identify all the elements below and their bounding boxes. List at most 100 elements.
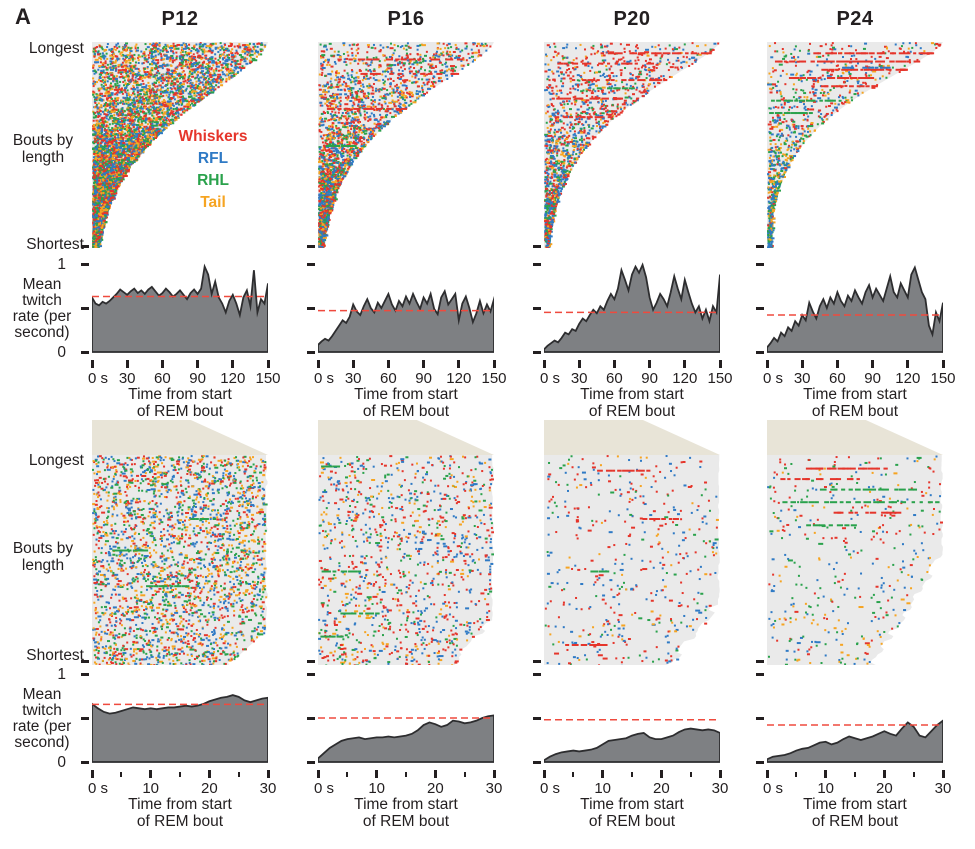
x-tick-30 [765, 770, 769, 778]
x-tick-label-30: 10 [142, 780, 159, 797]
x-minor-tick-30 [463, 772, 466, 777]
x-tick-label-150: 90 [415, 370, 432, 387]
x-tick-30 [718, 770, 722, 778]
raster-top-label-longest: Longest [28, 40, 84, 57]
x-minor-tick-30 [237, 772, 240, 777]
caption-line1: Time from start [747, 386, 963, 404]
x-tick-label-30: 0 s [539, 780, 561, 797]
x-tick-150 [125, 360, 129, 368]
rate-y-tick [756, 673, 764, 676]
x-tick-30 [316, 770, 320, 778]
x-tick-150 [835, 360, 839, 368]
x-tick-30 [266, 770, 270, 778]
legend-whiskers: Whiskers [178, 128, 248, 145]
raster-top-label-bouts: Bouts by length [0, 132, 86, 166]
rate-y-tick [533, 673, 541, 676]
raster-p16-full-canvas [318, 42, 494, 248]
mean-line4: second) [14, 324, 70, 341]
x-tick-label-30: 30 [259, 780, 277, 797]
x-tick-label-30: 10 [594, 780, 611, 797]
rate-y-tick [533, 717, 541, 720]
legend-tail: Tail [200, 194, 226, 211]
rate-y-tick [81, 717, 89, 720]
x-tick-150 [941, 360, 945, 368]
x-tick-150 [422, 360, 426, 368]
x-tick-label-30: 30 [485, 780, 503, 797]
x-tick-label-150: 30 [344, 370, 362, 387]
x-tick-label-30: 20 [426, 780, 444, 797]
rate-y-tick [307, 263, 315, 266]
rate-y-tick [81, 673, 89, 676]
x-tick-label-150: 0 s [762, 370, 784, 387]
x-tick-label-150: 0 s [87, 370, 109, 387]
column-header-p20: P20 [613, 8, 651, 30]
mean-zoom-line4: second) [14, 734, 70, 751]
raster-p24-full-canvas [767, 42, 943, 248]
x-minor-tick-30 [795, 772, 798, 777]
x-tick-150 [90, 360, 94, 368]
twitch-legend: Whiskers RFL RHL Tail [150, 126, 276, 214]
xaxis-caption-p20-zoom: Time from start of REM bout [524, 796, 740, 830]
caption-line1: Time from start [72, 796, 288, 814]
x-minor-tick-30 [405, 772, 407, 777]
x-tick-label-150: 120 [672, 370, 698, 387]
x-tick-label-30: 0 s [313, 780, 335, 797]
x-minor-tick-30 [631, 772, 633, 777]
x-tick-150 [231, 360, 235, 368]
rate-p24-zoom-canvas [767, 672, 943, 764]
x-tick-label-150: 0 s [539, 370, 561, 387]
rate-p16-full-canvas [318, 262, 494, 354]
x-tick-150 [683, 360, 687, 368]
x-tick-30 [542, 770, 546, 778]
x-tick-label-150: 120 [220, 370, 246, 387]
raster-p20-zoom-canvas [544, 455, 720, 665]
rate-y-tick [81, 307, 89, 310]
x-tick-label-30: 30 [711, 780, 729, 797]
mean-zoom-line3: rate (per [12, 718, 72, 735]
rate-y-tick [307, 717, 315, 720]
rate-y-tick [307, 351, 315, 354]
rate-y-tick [533, 761, 541, 764]
x-minor-tick-30 [912, 772, 915, 777]
caption-line1: Time from start [72, 386, 288, 404]
rate-y-tick [81, 263, 89, 266]
rate-y-tick [307, 761, 315, 764]
rate-p12-full-canvas [92, 262, 268, 354]
x-tick-150 [765, 360, 769, 368]
raster-p12-zoom-canvas [92, 455, 268, 665]
xaxis-caption-p12-full: Time from start of REM bout [72, 386, 288, 420]
rate-p12-zoom-canvas [92, 672, 268, 764]
column-header-p12: P12 [161, 8, 199, 30]
rate-p20-zoom-canvas [544, 672, 720, 764]
x-tick-label-30: 20 [200, 780, 218, 797]
x-minor-tick-30 [179, 772, 181, 777]
x-tick-label-150: 60 [606, 370, 623, 387]
rate-p20-full-canvas [544, 262, 720, 354]
x-tick-30 [601, 770, 605, 778]
x-tick-label-30: 30 [934, 780, 952, 797]
x-tick-150 [612, 360, 616, 368]
x-tick-label-150: 90 [189, 370, 206, 387]
x-tick-label-150: 150 [707, 370, 733, 387]
x-tick-150 [648, 360, 652, 368]
bouts-line2: length [21, 149, 65, 166]
x-tick-150 [800, 360, 804, 368]
rate-y-tick [756, 717, 764, 720]
raster-zoom-label-longest: Longest [28, 452, 84, 469]
rate-y-tick [307, 307, 315, 310]
x-tick-150 [906, 360, 910, 368]
bouts-line1: Bouts by [12, 132, 74, 149]
raster-p16-zoom-canvas [318, 455, 494, 665]
rate-y-tick [533, 263, 541, 266]
raster-shortest-tick [307, 245, 315, 248]
x-tick-label-150: 30 [118, 370, 136, 387]
x-tick-label-150: 0 s [313, 370, 335, 387]
x-tick-label-150: 30 [570, 370, 588, 387]
x-tick-150 [386, 360, 390, 368]
rate-top-axis-title: Mean twitch rate (per second) [0, 277, 84, 341]
rate-zoom-axis-title: Mean twitch rate (per second) [0, 687, 84, 751]
x-minor-tick-30 [346, 772, 349, 777]
rate-y-tick [756, 263, 764, 266]
x-tick-150 [871, 360, 875, 368]
raster-shortest-tick [756, 660, 764, 663]
